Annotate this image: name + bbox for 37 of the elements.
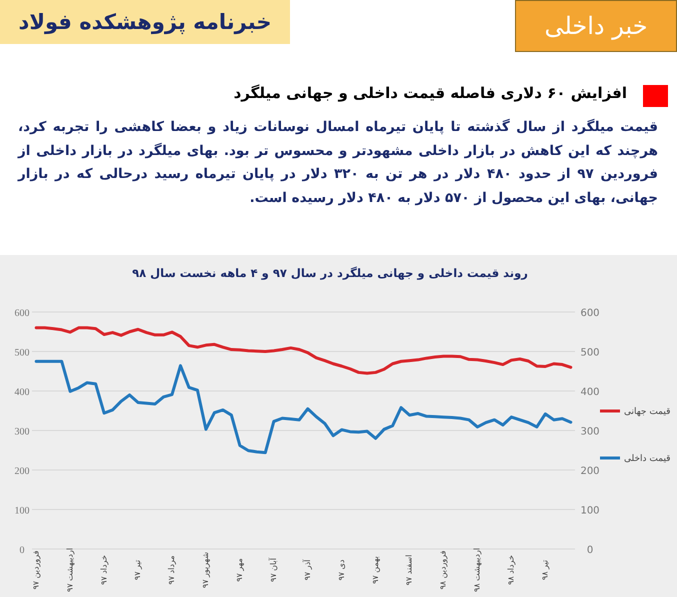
y2-tick-label: 0 xyxy=(586,545,594,556)
x-tick-label: آذر ۹۷ xyxy=(302,558,312,580)
x-tick-label: آبان ۹۷ xyxy=(268,557,278,582)
x-tick-label: خرداد ۹۷ xyxy=(99,555,108,585)
x-tick-label: تیر ۹۸ xyxy=(540,560,550,580)
legend-label: قیمت جهانی xyxy=(624,407,670,417)
y-tick-label: 600 xyxy=(14,308,30,319)
x-tick-label: فروردین ۹۷ xyxy=(31,550,40,590)
x-tick-label: شهریور ۹۷ xyxy=(201,552,210,588)
x-tick-label: بهمن ۹۷ xyxy=(370,556,380,584)
y2-tick-label: 400 xyxy=(580,387,600,398)
y-tick-label: 300 xyxy=(14,426,30,438)
y2-tick-label: 600 xyxy=(580,308,600,319)
legend-label: قیمت داخلی xyxy=(624,454,670,464)
x-tick-label: اسفند ۹۷ xyxy=(404,554,414,586)
y-tick-label: 100 xyxy=(14,506,30,516)
y-tick-label: 500 xyxy=(14,348,30,358)
y2-tick-label: 200 xyxy=(580,466,600,477)
text: افزایش ۶۰ دلاری فاصله قیمت داخلی و جهانی میلگرد xyxy=(234,84,627,102)
x-tick-label: فروردین ۹۸ xyxy=(438,550,448,590)
text: خبرنامه پژوهشکده فولاد xyxy=(0,0,290,44)
text: خبر داخلی xyxy=(515,0,677,52)
y-tick-label: 0 xyxy=(20,545,24,556)
x-tick-label: تیر ۹۷ xyxy=(133,560,142,580)
x-tick-label: اردیبهشت ۹۸ xyxy=(472,548,482,592)
y2-tick-label: 500 xyxy=(580,348,600,358)
x-tick-label: مرداد ۹۷ xyxy=(167,555,176,585)
text: قیمت میلگرد از سال گذشته تا پایان تیرماه امسال نوسانات زیاد و بعضا کاهشی را تجربه کرد، هرچند که این کاهش در بازار داخلی مشهودتر و محسوس تر بود. بهای میلگرد در بازار داخلی از فروردین ۹۷ از حدود ۴۸۰ دلار در هر تن به ۳۲۰ دلار در پایان تیرماه رسید درحالی که در بازار جهانی، بهای این محصول از ۵۷۰ دلار به ۴۸۰ دلار رسیده است. xyxy=(18,118,658,208)
y-tick-label: 200 xyxy=(14,466,30,477)
y2-tick-label: 100 xyxy=(580,506,600,516)
y-tick-label: 400 xyxy=(14,387,30,398)
y2-tick-label: 300 xyxy=(580,426,600,438)
x-tick-label: مهر ۹۷ xyxy=(235,558,244,582)
x-tick-label: اردیبهشت ۹۷ xyxy=(65,548,74,592)
x-tick-label: دی ۹۷ xyxy=(336,559,346,580)
chart-title: روند قیمت داخلی و جهانی میلگرد در سال ۹۷ و ۴ ماهه نخست سال ۹۸ xyxy=(132,266,528,280)
x-tick-label: خرداد ۹۸ xyxy=(506,555,516,585)
